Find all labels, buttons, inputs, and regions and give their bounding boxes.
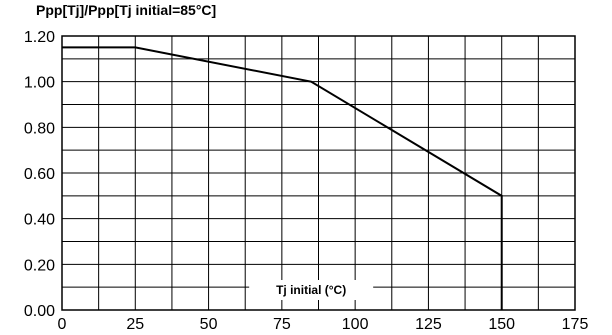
y-axis-title: Ppp[Tj]/Ppp[Tj initial=85°C] [36, 2, 217, 18]
y-tick-label: 0.60 [24, 166, 55, 183]
y-tick-label: 0.40 [24, 212, 55, 229]
x-tick-label: 100 [342, 316, 369, 333]
series-line [62, 46, 503, 310]
y-tick-label: 1.20 [24, 29, 55, 46]
plot-frame [61, 35, 576, 311]
x-tick-label: 25 [126, 316, 144, 333]
x-tick-label: 175 [562, 316, 589, 333]
x-tick-labels: 0 25 50 75 100 125 150 175 [58, 316, 589, 333]
y-tick-label: 0.20 [24, 257, 55, 274]
grid [62, 36, 575, 310]
x-tick-label: 75 [273, 316, 291, 333]
x-axis-title-box: Tj initial (°C) [249, 280, 374, 300]
y-tick-label: 0.00 [24, 303, 55, 320]
x-axis-title-background [249, 280, 374, 300]
y-tick-label: 0.80 [24, 120, 55, 137]
y-tick-label: 1.00 [24, 75, 55, 92]
x-tick-label: 125 [415, 316, 442, 333]
series-layer [62, 46, 503, 310]
x-tick-label: 50 [200, 316, 218, 333]
x-axis-title: Tj initial (°C) [276, 283, 346, 297]
x-tick-label: 0 [58, 316, 67, 333]
x-tick-label: 150 [488, 316, 515, 333]
y-tick-labels: 0.00 0.20 0.40 0.60 0.80 1.00 1.20 [24, 29, 55, 320]
